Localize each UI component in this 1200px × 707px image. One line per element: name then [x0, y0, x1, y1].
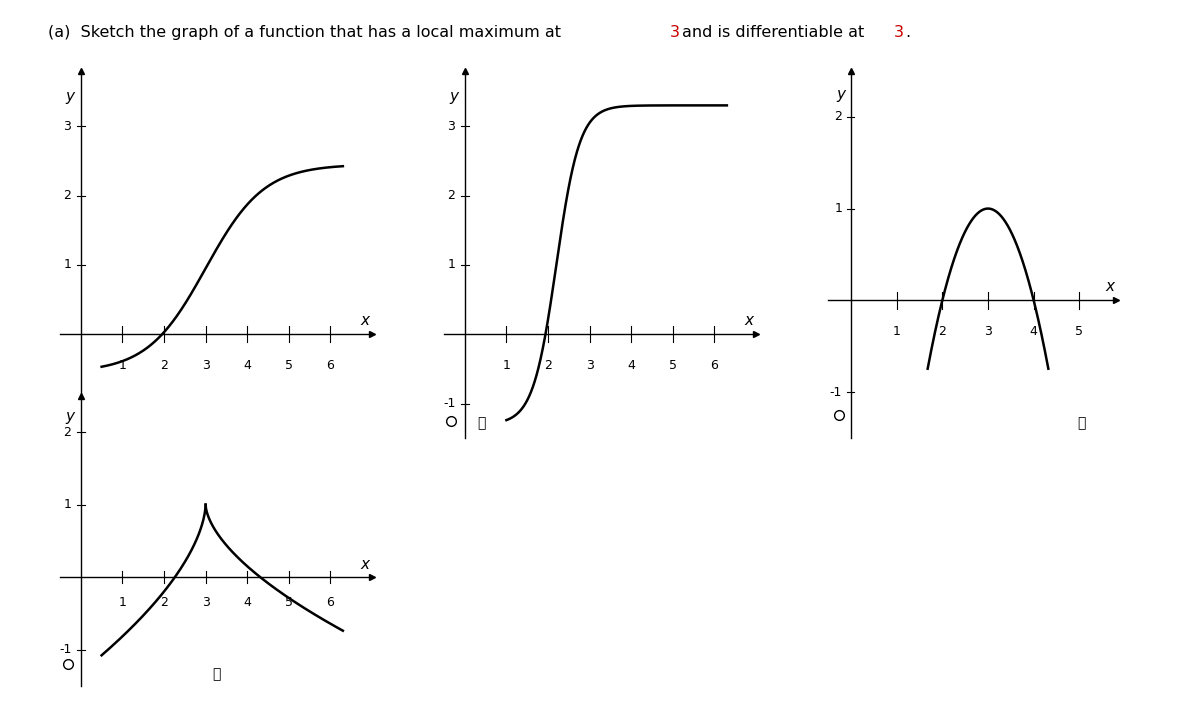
Text: 6: 6 [326, 358, 335, 372]
Text: 1: 1 [64, 259, 72, 271]
Text: 2: 2 [160, 358, 168, 372]
Text: 5: 5 [668, 358, 677, 372]
Text: y: y [836, 87, 845, 102]
Text: 1: 1 [503, 358, 510, 372]
Text: 2: 2 [448, 189, 456, 202]
Text: 3: 3 [670, 25, 679, 40]
Text: 2: 2 [544, 358, 552, 372]
Text: 1: 1 [448, 259, 456, 271]
Text: .: . [905, 25, 910, 40]
Text: 4: 4 [628, 358, 635, 372]
Text: 2: 2 [938, 325, 947, 338]
Text: 2: 2 [160, 596, 168, 609]
Text: -1: -1 [59, 643, 72, 656]
Text: x: x [360, 312, 370, 328]
Text: x: x [1105, 279, 1115, 294]
Text: and is differentiable at: and is differentiable at [682, 25, 864, 40]
Text: 1: 1 [119, 596, 126, 609]
Text: ⓘ: ⓘ [212, 667, 220, 682]
Text: x: x [360, 557, 370, 572]
Text: 4: 4 [1030, 325, 1038, 338]
Text: 3: 3 [202, 596, 210, 609]
Text: ⓘ: ⓘ [478, 416, 486, 431]
Text: ⓘ: ⓘ [1078, 416, 1086, 431]
Text: y: y [449, 89, 458, 104]
Text: 3: 3 [586, 358, 594, 372]
Text: 1: 1 [64, 498, 72, 511]
Text: 2: 2 [64, 426, 72, 438]
Text: x: x [744, 312, 754, 328]
Text: 6: 6 [326, 596, 335, 609]
Text: 3: 3 [202, 358, 210, 372]
Text: 1: 1 [893, 325, 900, 338]
Text: y: y [65, 89, 74, 104]
Text: 1: 1 [119, 358, 126, 372]
Text: 5: 5 [1075, 325, 1084, 338]
Text: 3: 3 [984, 325, 992, 338]
Text: 4: 4 [244, 358, 251, 372]
Text: 1: 1 [834, 202, 842, 215]
Text: 5: 5 [284, 596, 293, 609]
Text: 6: 6 [710, 358, 719, 372]
Text: (a)  Sketch the graph of a function that has a local maximum at: (a) Sketch the graph of a function that … [48, 25, 562, 40]
Text: 5: 5 [284, 358, 293, 372]
Text: 2: 2 [834, 110, 842, 123]
Text: -1: -1 [443, 397, 456, 410]
Text: -1: -1 [59, 397, 72, 410]
Text: 3: 3 [894, 25, 904, 40]
Text: 3: 3 [64, 119, 72, 133]
Text: 3: 3 [448, 119, 456, 133]
Text: -1: -1 [830, 386, 842, 399]
Text: 2: 2 [64, 189, 72, 202]
Text: y: y [65, 409, 74, 423]
Text: 4: 4 [244, 596, 251, 609]
